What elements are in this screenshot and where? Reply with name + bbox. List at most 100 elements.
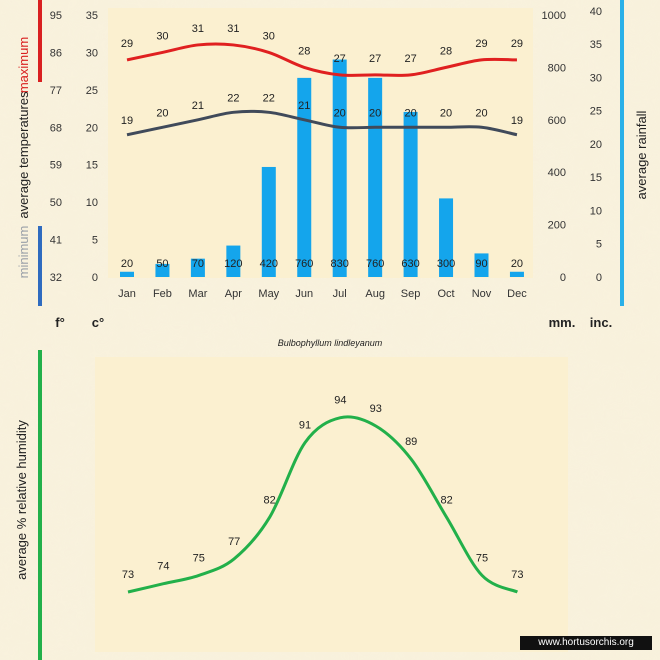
rainfall-bar [120, 271, 134, 277]
rainfall-data-label: 760 [366, 258, 384, 270]
mm-tick-label: 600 [548, 115, 566, 127]
humidity-plot-area [95, 357, 568, 652]
inches-tick-label: 20 [590, 139, 602, 151]
minimum-data-label: 20 [369, 107, 381, 119]
mm-tick-label: 0 [560, 272, 566, 284]
temperature-lines-layer [126, 42, 518, 137]
humidity-data-label: 73 [122, 569, 134, 581]
rainfall-data-label: 20 [121, 258, 133, 270]
fahrenheit-tick-label: 95 [50, 10, 62, 22]
month-tick-label: Oct [437, 288, 454, 300]
minimum-data-label: 20 [475, 107, 487, 119]
minimum-data-label: 21 [298, 100, 310, 112]
humidity-data-label: 91 [299, 420, 311, 432]
minimum-data-label: 19 [121, 115, 133, 127]
maximum-label: maximum [16, 37, 31, 93]
maximum-data-label: 28 [440, 45, 452, 57]
mm-tick-label: 1000 [542, 10, 566, 22]
rainfall-bar [261, 166, 276, 277]
maximum-data-label: 27 [404, 53, 416, 65]
inches-tick-label: 15 [590, 172, 602, 184]
humidity-data-label: 75 [193, 552, 205, 564]
rainfall-bar [226, 245, 241, 277]
month-tick-label: Nov [472, 288, 492, 300]
month-tick-label: Aug [365, 288, 385, 300]
minimum-data-label: 20 [440, 107, 452, 119]
inches-tick-label: 40 [590, 6, 602, 18]
inches-tick-label: 10 [590, 205, 602, 217]
minimum-data-label: 20 [156, 107, 168, 119]
data-labels-layer: 20 50 70 120 420 760 830 760 630 300 90 20 29 30 31 31 3… [121, 23, 523, 270]
rainfall-bar [155, 263, 170, 277]
rainfall-bars-layer [120, 59, 524, 277]
maximum-data-label: 27 [369, 53, 381, 65]
top-plot-area [108, 8, 533, 278]
minimum-data-label: 20 [404, 107, 416, 119]
maximum-temperature-line [126, 42, 517, 77]
maximum-data-label: 30 [263, 30, 275, 42]
rainfall-data-label: 300 [437, 258, 455, 270]
inches-tick-label: 25 [590, 106, 602, 118]
month-tick-label: Feb [153, 288, 172, 300]
rainfall-data-label: 20 [511, 258, 523, 270]
rainfall-data-label: 70 [192, 258, 204, 270]
month-tick-label: May [258, 288, 279, 300]
celsius-tick-label: 0 [92, 272, 98, 284]
celsius-tick-label: 25 [86, 85, 98, 97]
rainfall-bar [439, 198, 454, 277]
mm-tick-label: 200 [548, 220, 566, 232]
watermark-credit: www.hortusorchis.org [520, 636, 652, 650]
month-tick-label: Dec [507, 288, 527, 300]
rainfall-bar [297, 77, 312, 277]
rainfall-bar [332, 59, 347, 277]
minimum-temperature-line [126, 109, 518, 137]
rainfall-data-label: 630 [401, 258, 419, 270]
unit-mm: mm. [549, 315, 576, 330]
minimum-data-label: 22 [227, 92, 239, 104]
humidity-layer: 73 74 75 77 82 91 94 93 89 82 75 73 [122, 395, 524, 594]
humidity-data-label: 82 [263, 494, 275, 506]
rainfall-bar [190, 258, 205, 277]
fahrenheit-tick-label: 59 [50, 160, 62, 172]
month-tick-label: Jun [295, 288, 313, 300]
humidity-data-label: 93 [370, 403, 382, 415]
celsius-tick-label: 35 [86, 10, 98, 22]
month-tick-label: Sep [401, 288, 421, 300]
month-tick-label: Jan [118, 288, 136, 300]
unit-fahrenheit: f° [55, 315, 65, 330]
humidity-axis-label: average % relative humidity [14, 420, 29, 580]
minimum-data-label: 19 [511, 115, 523, 127]
rainfall-data-label: 90 [475, 258, 487, 270]
fahrenheit-tick-label: 32 [50, 272, 62, 284]
humidity-data-label: 82 [440, 494, 452, 506]
average-temperatures-label: average temperatures [16, 91, 31, 219]
unit-inches: inc. [590, 315, 612, 330]
species-caption: Bulbophyllum lindleyanum [278, 338, 383, 348]
rainfall-data-label: 120 [224, 258, 242, 270]
celsius-tick-label: 5 [92, 235, 98, 247]
month-tick-label: Jul [333, 288, 347, 300]
maximum-data-label: 28 [298, 45, 310, 57]
maximum-data-label: 29 [121, 38, 133, 50]
average-rainfall-label: average rainfall [634, 110, 649, 199]
humidity-data-label: 75 [476, 552, 488, 564]
inches-tick-label: 30 [590, 72, 602, 84]
minimum-data-label: 21 [192, 100, 204, 112]
celsius-tick-label: 10 [86, 197, 98, 209]
humidity-data-label: 73 [511, 569, 523, 581]
unit-celsius: c° [92, 315, 104, 330]
inches-tick-label: 0 [596, 272, 602, 284]
month-tick-label: Mar [188, 288, 207, 300]
inches-tick-label: 35 [590, 39, 602, 51]
minimum-label: minimum [16, 226, 31, 279]
maximum-data-label: 27 [334, 53, 346, 65]
humidity-line [127, 415, 519, 594]
maximum-data-label: 31 [227, 23, 239, 35]
maximum-data-label: 29 [475, 38, 487, 50]
humidity-data-label: 94 [334, 395, 346, 407]
fahrenheit-tick-label: 77 [50, 85, 62, 97]
fahrenheit-tick-label: 41 [50, 235, 62, 247]
rainfall-data-label: 420 [260, 258, 278, 270]
